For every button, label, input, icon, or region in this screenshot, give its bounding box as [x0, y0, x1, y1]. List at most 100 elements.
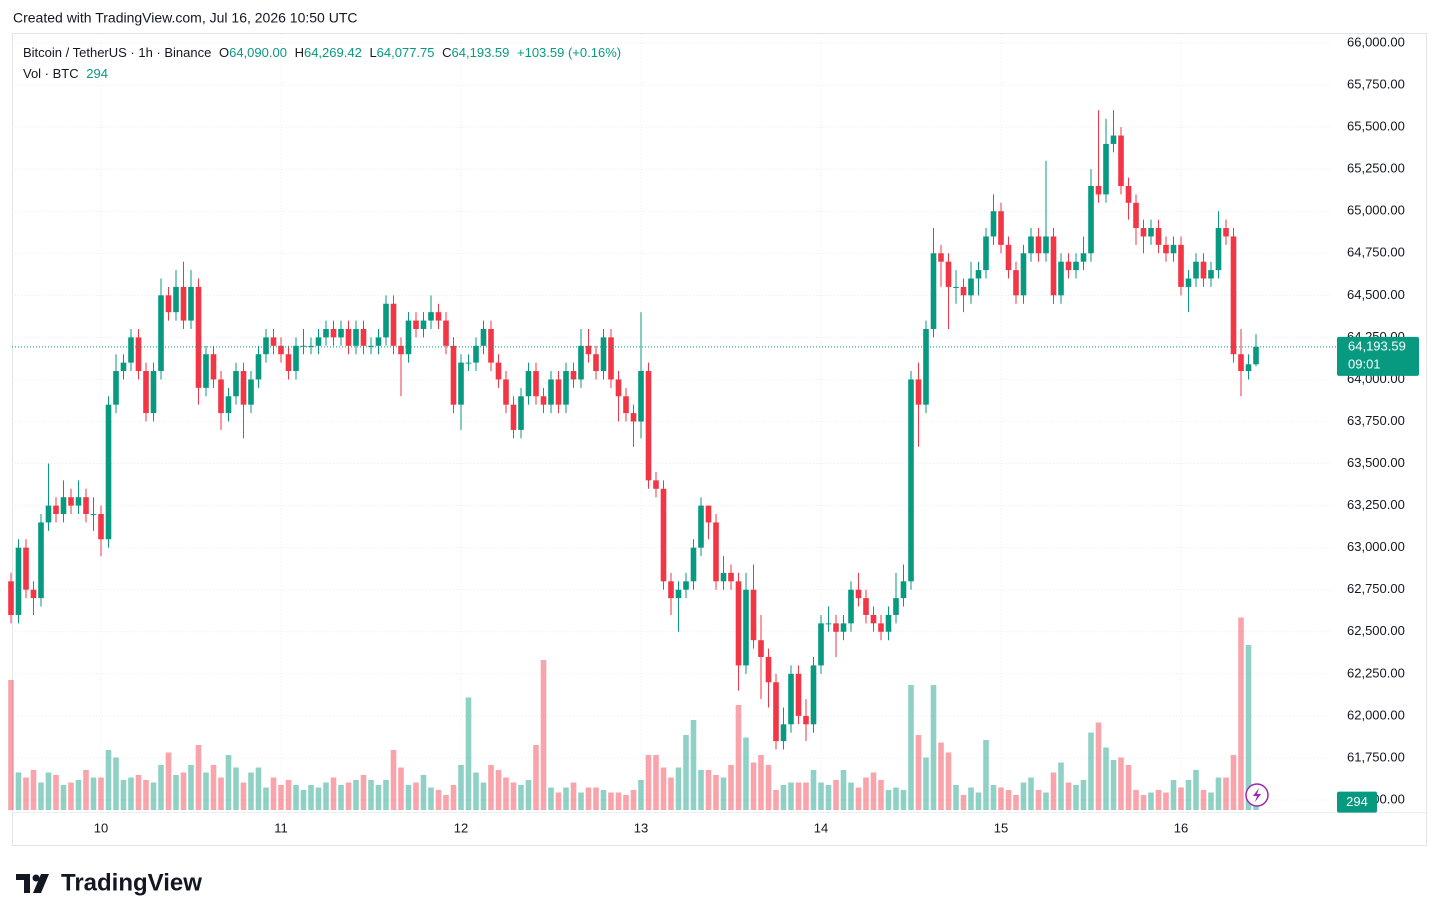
volume-bar [1155, 790, 1162, 810]
volume-bar [368, 780, 374, 810]
candle-body [960, 286, 967, 296]
candle-body [735, 581, 742, 666]
candle-body [578, 345, 584, 380]
candle-body [143, 371, 149, 414]
volume-tag-label: 294 [1346, 794, 1368, 809]
candle-body [330, 328, 337, 338]
volume-bar [773, 790, 779, 810]
volume-bar [450, 785, 457, 810]
legend-o: 64,090.00 [229, 45, 287, 60]
volume-bar [1193, 770, 1199, 810]
volume-bar [210, 765, 217, 810]
volume-bar [218, 777, 224, 810]
candle-body [570, 371, 577, 380]
candle-body [390, 303, 397, 346]
volume-bar [570, 782, 577, 810]
candle-body [593, 354, 599, 372]
candle-body [323, 328, 329, 338]
y-tick-label: 65,750.00 [1347, 76, 1405, 91]
volume-bar [1170, 780, 1177, 810]
candle-body [1125, 185, 1132, 203]
candle-body [623, 396, 629, 414]
candle-body [780, 724, 787, 742]
volume-bar [390, 750, 397, 810]
volume-bar [120, 780, 127, 810]
candle-body [1238, 354, 1244, 372]
candle-body [68, 497, 74, 506]
volume-bar [720, 777, 727, 810]
candle-body [585, 345, 592, 355]
candle-body [270, 337, 277, 346]
icon-bolt[interactable] [1253, 788, 1261, 802]
candle-body [413, 320, 419, 329]
volume-layer [8, 617, 1259, 810]
y-tick-label: 62,250.00 [1347, 665, 1405, 680]
volume-bar [840, 770, 847, 810]
volume-bar [855, 787, 862, 810]
candle-body [255, 354, 262, 380]
volume-bar [240, 782, 247, 810]
candle-body [1185, 278, 1192, 287]
candle-body [263, 337, 269, 355]
volume-bar [263, 787, 269, 810]
volume-bar [518, 785, 524, 810]
volume-bar [1148, 792, 1154, 810]
candle-body [818, 623, 824, 666]
x-tick-label: 10 [94, 820, 108, 835]
candle-body [518, 396, 524, 430]
volume-bar [1133, 790, 1139, 810]
x-tick-label: 14 [814, 820, 828, 835]
volume-bar [443, 795, 449, 810]
candle-body [713, 522, 719, 582]
volume-bar [323, 782, 329, 810]
x-tick-label: 15 [994, 820, 1008, 835]
volume-bar [750, 762, 757, 810]
legend-l-label: L [369, 45, 376, 60]
last-price-label: 64,193.59 [1348, 338, 1406, 353]
candle-body [398, 345, 404, 355]
volume-bar [668, 777, 674, 810]
volume-bar [1065, 782, 1072, 810]
candle-body [968, 278, 974, 296]
volume-bar [803, 782, 809, 810]
y-tick-label: 62,000.00 [1347, 707, 1405, 722]
volume-bar [690, 720, 697, 810]
volume-bar [600, 790, 607, 810]
candle-body [135, 337, 142, 372]
y-tick-label: 66,000.00 [1347, 34, 1405, 49]
candle-body [540, 396, 547, 405]
candle-body [128, 337, 134, 363]
candle-body [225, 396, 232, 414]
volume-bar [758, 755, 764, 810]
volume-bar [675, 767, 682, 810]
volume-bar [788, 782, 794, 810]
volume-bar [1178, 787, 1184, 810]
volume-bar [525, 780, 532, 810]
candle-body [443, 320, 449, 346]
volume-bar [480, 782, 487, 810]
candle-body [285, 354, 292, 372]
volume-bar [653, 755, 659, 810]
candle-body [308, 345, 314, 347]
candle-body [503, 379, 509, 405]
volume-bar [1238, 617, 1244, 810]
y-tick-label: 64,500.00 [1347, 287, 1405, 302]
candle-body [975, 270, 982, 279]
candle-body [1200, 261, 1207, 279]
candle-body [315, 337, 322, 346]
volume-bar [780, 785, 787, 810]
volume-bar [960, 795, 967, 810]
volume-bar [98, 777, 104, 810]
volume-bar [458, 765, 464, 810]
volume-bar [60, 785, 67, 810]
replay-icon[interactable] [1245, 783, 1269, 807]
y-tick-label: 65,250.00 [1347, 161, 1405, 176]
volume-bar [930, 685, 937, 810]
volume-bar [1208, 792, 1214, 810]
candle-body [1088, 185, 1094, 254]
volume-bar [563, 787, 569, 810]
y-tick-label: 61,750.00 [1347, 749, 1405, 764]
last-price-tag [1337, 336, 1419, 376]
volume-bar [1005, 790, 1012, 810]
